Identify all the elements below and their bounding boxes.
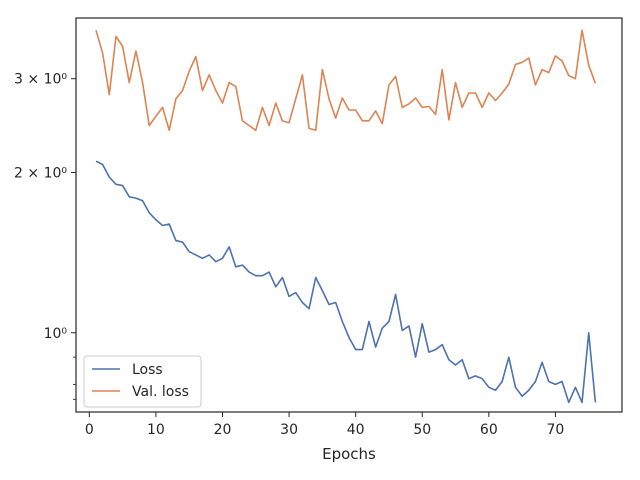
x-axis-label: Epochs: [322, 445, 376, 463]
y-tick-label: 2 × 10⁰: [14, 165, 67, 181]
legend-label-val-loss: Val. loss: [132, 384, 189, 400]
legend-label-loss: Loss: [132, 362, 163, 378]
x-tick-label: 0: [85, 422, 94, 438]
x-tick-label: 60: [480, 422, 498, 438]
x-axis-ticks: 0 10 20 30 40 50 60 70: [85, 412, 564, 438]
x-tick-label: 50: [413, 422, 431, 438]
x-tick-label: 70: [547, 422, 565, 438]
x-tick-label: 30: [280, 422, 298, 438]
y-tick-label: 10⁰: [44, 326, 68, 342]
series-line-val-loss: [95, 29, 597, 132]
series-line-loss: [95, 160, 597, 404]
legend: Loss Val. loss: [83, 355, 202, 408]
x-tick-label: 20: [214, 422, 232, 438]
x-tick-label: 40: [347, 422, 365, 438]
y-tick-label: 3 × 10⁰: [14, 72, 67, 88]
y-axis-ticks: 10⁰ 2 × 10⁰ 3 × 10⁰: [14, 72, 76, 400]
plot-frame: [75, 17, 623, 413]
x-tick-label: 10: [147, 422, 165, 438]
